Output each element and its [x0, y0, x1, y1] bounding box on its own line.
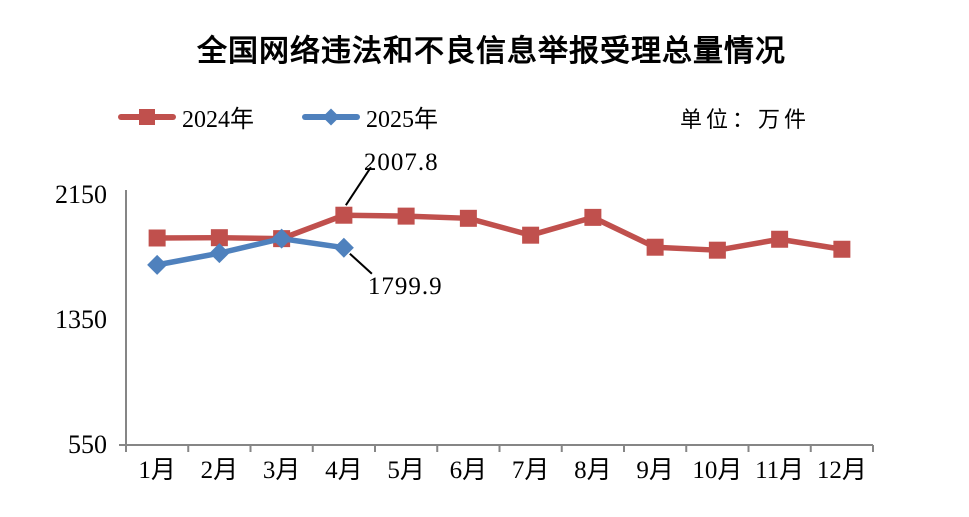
legend-label-2025: 2025年	[366, 107, 438, 133]
data-point-diamond	[271, 228, 292, 249]
data-point-square	[397, 207, 415, 225]
data-point-square	[459, 209, 477, 227]
x-tick-label: 1月	[138, 457, 176, 484]
unit-label: 单位：万件	[680, 107, 811, 132]
series-line-2025年	[154, 235, 347, 268]
legend-swatch-2024	[118, 104, 176, 130]
legend-swatch-2025	[302, 104, 360, 130]
annotation-leader-line	[349, 252, 373, 275]
x-tick-label: 11月	[755, 457, 805, 484]
x-tick-label: 12月	[816, 457, 867, 484]
chart-title: 全国网络违法和不良信息举报受理总量情况	[197, 35, 786, 68]
data-point-square	[584, 208, 602, 226]
data-point-diamond	[209, 243, 230, 264]
data-point-diamond	[333, 237, 354, 258]
y-tick-label: 2150	[55, 180, 107, 209]
x-tick-label: 6月	[449, 457, 488, 484]
y-tick-label: 1350	[55, 305, 107, 334]
data-label: 2007.8	[363, 149, 439, 177]
x-tick-label: 2月	[200, 457, 239, 484]
x-tick-label: 4月	[325, 457, 363, 484]
y-tick-label: 550	[68, 430, 107, 459]
legend-item-2025: 2025年	[302, 99, 438, 134]
data-point-square	[708, 241, 726, 259]
legend: 2024年 2025年	[118, 99, 438, 134]
data-point-square	[522, 226, 540, 244]
x-tick-label: 8月	[574, 457, 612, 484]
x-tick-label: 3月	[262, 457, 301, 484]
legend-label-2024: 2024年	[182, 107, 254, 133]
data-label: 1799.9	[367, 272, 443, 300]
data-point-diamond	[147, 254, 168, 275]
data-point-square	[833, 240, 851, 258]
x-tick-label: 7月	[511, 457, 550, 484]
square-marker-icon	[139, 108, 155, 125]
x-tick-label: 10月	[692, 457, 743, 484]
data-point-square	[335, 206, 353, 224]
legend-item-2024: 2024年	[118, 99, 254, 134]
x-tick-label: 9月	[636, 457, 674, 484]
data-point-square	[210, 229, 228, 247]
data-point-square	[148, 229, 166, 247]
data-point-square	[771, 230, 789, 248]
annotation-leader-line	[345, 166, 372, 206]
data-point-square	[646, 238, 664, 256]
x-tick-label: 5月	[387, 457, 425, 484]
